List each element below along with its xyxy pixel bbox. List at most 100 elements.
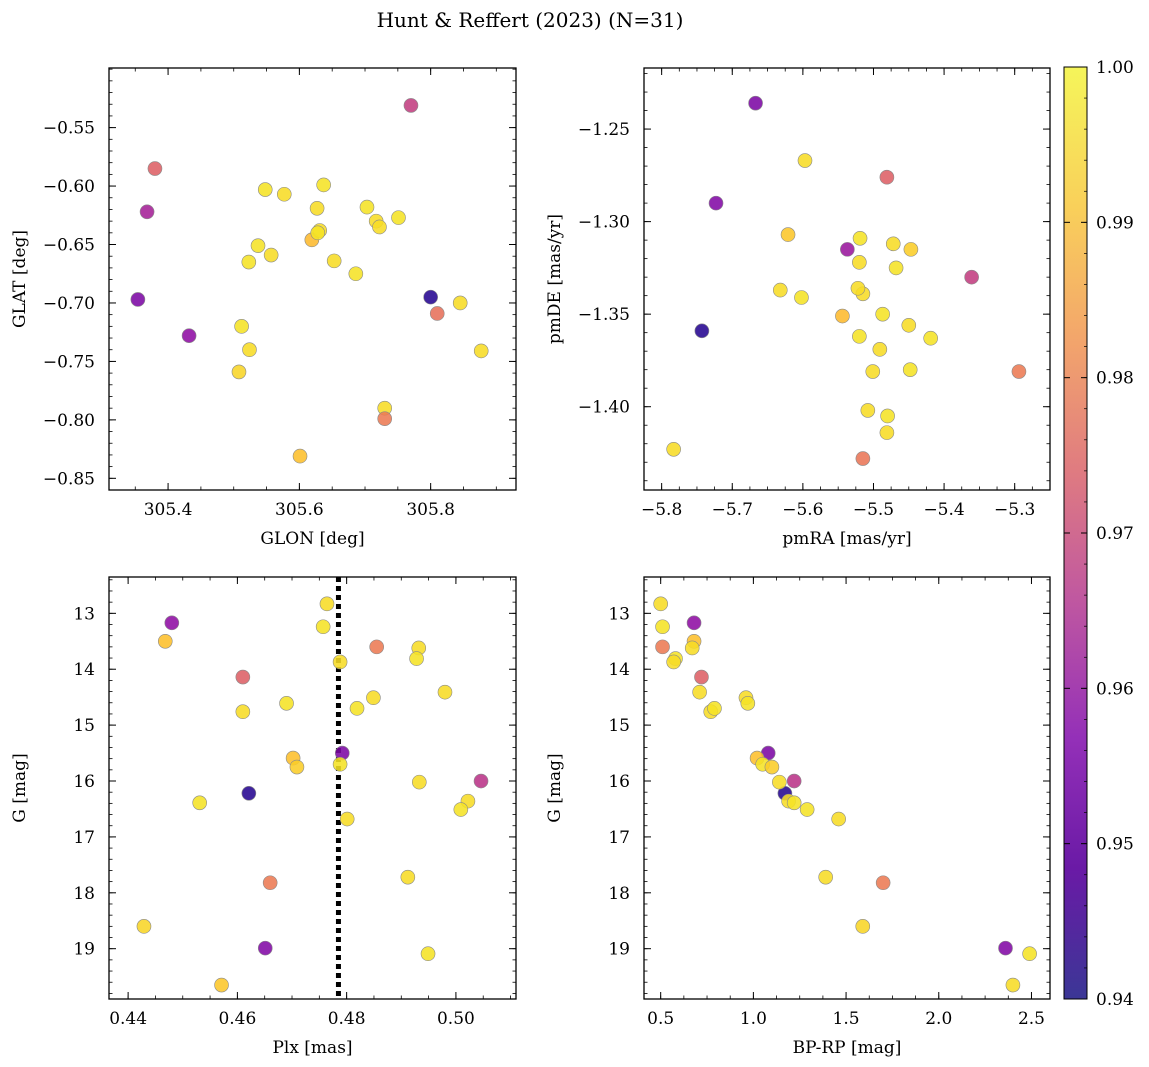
- data-point: [326, 253, 342, 269]
- data-point: [263, 247, 279, 263]
- data-point: [136, 919, 152, 934]
- y-tick-label: −1.25: [578, 120, 630, 140]
- data-point: [231, 364, 247, 380]
- data-point: [998, 940, 1013, 956]
- panel-glon-glat: 305.4 305.6 305.8 −0.55 −0.60 −0.65 −0.70 −0.75…: [10, 67, 517, 549]
- y-tick-label: 15: [73, 716, 95, 736]
- colorbar-tick-label: 0.96: [1096, 679, 1134, 699]
- data-point: [164, 615, 180, 631]
- data-point: [372, 219, 387, 235]
- data-point: [257, 940, 273, 956]
- data-point: [694, 669, 709, 685]
- data-point: [310, 225, 326, 241]
- data-point: [852, 255, 867, 270]
- axis-ticks: [644, 577, 1050, 999]
- data-point: [694, 323, 710, 339]
- y-tick-label: −1.40: [578, 398, 630, 418]
- data-point: [1005, 977, 1021, 993]
- data-point: [241, 786, 257, 801]
- y-axis-label: pmDE [mas/yr]: [545, 214, 565, 344]
- data-point: [349, 701, 365, 716]
- data-point: [748, 95, 763, 111]
- x-axis-label: BP-RP [mag]: [793, 1038, 902, 1058]
- data-point: [855, 919, 871, 934]
- y-tick-label: 13: [608, 604, 630, 624]
- data-point: [147, 161, 163, 176]
- data-point: [276, 186, 292, 202]
- x-tick-label: 305.8: [406, 500, 455, 520]
- data-point: [429, 306, 445, 321]
- data-point: [257, 182, 273, 197]
- data-point: [653, 596, 668, 612]
- data-point: [139, 204, 155, 220]
- data-point: [250, 238, 266, 253]
- data-point: [130, 292, 146, 307]
- data-point: [903, 242, 919, 257]
- y-axis-label: GLAT [deg]: [10, 230, 30, 328]
- data-point: [409, 651, 424, 666]
- x-tick-label: −5.4: [923, 500, 964, 520]
- data-point: [339, 811, 355, 827]
- x-axis-label: GLON [deg]: [260, 529, 364, 549]
- data-point: [473, 773, 489, 789]
- data-point: [818, 869, 833, 885]
- data-point: [332, 654, 348, 670]
- data-point: [366, 690, 381, 706]
- colorbar-ticks: 0.94 0.95 0.96 0.97 0.98 0.99 1.00: [1064, 58, 1134, 1010]
- y-tick-label: −0.60: [43, 177, 95, 197]
- y-axis-label: G [mag]: [10, 753, 30, 822]
- data-point: [423, 289, 438, 305]
- data-point: [692, 684, 707, 700]
- data-point: [855, 451, 871, 466]
- colorbar-tick-label: 0.99: [1096, 213, 1134, 233]
- data-point: [901, 317, 917, 333]
- data-point: [192, 795, 207, 811]
- data-point: [412, 774, 427, 790]
- panel-bprp-g: 0.5 1.0 1.5 2.0 2.5 13 14 15 16 17 18 19 BP-RP [mag]…: [545, 576, 1051, 1058]
- data-point: [1011, 364, 1027, 379]
- data-point: [316, 177, 331, 193]
- y-tick-label: −0.65: [43, 236, 95, 256]
- data-point: [315, 619, 331, 635]
- data-point: [885, 236, 901, 252]
- plot-frame: [643, 576, 1051, 1000]
- data-point: [879, 169, 895, 185]
- data-point: [772, 282, 788, 298]
- data-point: [452, 295, 468, 311]
- data-point: [319, 596, 335, 612]
- data-point: [473, 343, 489, 359]
- x-tick-label: 0.44: [109, 1009, 147, 1029]
- x-tick-label: −5.8: [641, 500, 682, 520]
- data-point: [655, 619, 670, 635]
- x-tick-label: 2.0: [925, 1009, 952, 1029]
- data-point: [348, 266, 364, 282]
- data-point: [181, 328, 197, 343]
- x-axis-label: Plx [mas]: [272, 1038, 352, 1058]
- data-point: [923, 330, 938, 346]
- data-point: [242, 342, 257, 358]
- x-tick-label: 0.46: [218, 1009, 256, 1029]
- data-point: [740, 696, 756, 711]
- data-point: [872, 342, 888, 357]
- colorbar-tick-label: 1.00: [1096, 58, 1134, 78]
- y-tick-label: 17: [73, 828, 95, 848]
- data-point: [794, 290, 809, 305]
- x-axis-label: pmRA [mas/yr]: [782, 529, 911, 549]
- axis-ticks: [109, 68, 516, 491]
- data-point: [860, 403, 876, 418]
- data-point: [279, 696, 294, 711]
- colorbar-tick-label: 0.97: [1096, 524, 1134, 544]
- plot-frame: [108, 67, 517, 491]
- data-point: [666, 654, 681, 670]
- y-tick-label: −0.75: [43, 352, 95, 372]
- y-tick-label: 19: [608, 940, 630, 960]
- x-tick-label: −5.6: [782, 500, 823, 520]
- y-tick-label: −0.85: [43, 469, 95, 489]
- data-point: [799, 802, 815, 817]
- data-point: [157, 633, 173, 649]
- data-point: [241, 254, 257, 270]
- data-point: [1022, 946, 1037, 962]
- data-point: [686, 615, 702, 631]
- data-point: [437, 684, 453, 700]
